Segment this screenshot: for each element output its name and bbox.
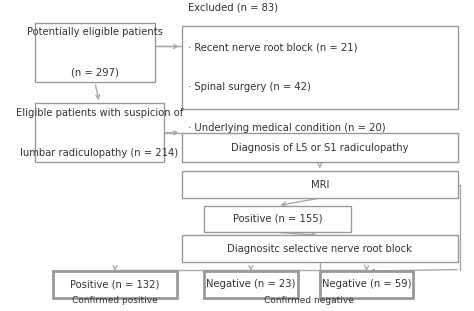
Text: Positive (n = 155): Positive (n = 155)	[233, 214, 322, 224]
Text: Excluded (n = 83): Excluded (n = 83)	[188, 2, 278, 12]
FancyBboxPatch shape	[182, 171, 458, 198]
Text: · Recent nerve root block (n = 21): · Recent nerve root block (n = 21)	[188, 42, 358, 52]
Text: Negative (n = 23): Negative (n = 23)	[206, 279, 295, 290]
Text: MRI: MRI	[310, 180, 329, 190]
Text: (n = 297): (n = 297)	[71, 67, 119, 77]
FancyBboxPatch shape	[204, 206, 351, 232]
FancyBboxPatch shape	[53, 271, 177, 298]
Text: Confirmed positive: Confirmed positive	[72, 296, 158, 305]
Text: Confirmed negative: Confirmed negative	[264, 296, 354, 305]
FancyBboxPatch shape	[35, 103, 164, 162]
FancyBboxPatch shape	[182, 133, 458, 162]
Text: Positive (n = 132): Positive (n = 132)	[70, 279, 160, 290]
FancyBboxPatch shape	[320, 271, 413, 298]
Text: Diagnosis of L5 or S1 radiculopathy: Diagnosis of L5 or S1 radiculopathy	[231, 143, 409, 153]
Text: Potentially eligible patients: Potentially eligible patients	[27, 27, 163, 37]
Text: · Spinal surgery (n = 42): · Spinal surgery (n = 42)	[188, 82, 311, 92]
FancyBboxPatch shape	[204, 271, 298, 298]
Text: · Underlying medical condition (n = 20): · Underlying medical condition (n = 20)	[188, 123, 386, 132]
FancyBboxPatch shape	[182, 235, 458, 262]
FancyBboxPatch shape	[182, 26, 458, 109]
Text: Eligible patients with suspicion of: Eligible patients with suspicion of	[16, 108, 183, 118]
Text: lumbar radiculopathy (n = 214): lumbar radiculopathy (n = 214)	[20, 148, 178, 158]
Text: Diagnositc selective nerve root block: Diagnositc selective nerve root block	[228, 244, 412, 254]
FancyBboxPatch shape	[35, 23, 155, 82]
Text: Negative (n = 59): Negative (n = 59)	[322, 279, 411, 290]
